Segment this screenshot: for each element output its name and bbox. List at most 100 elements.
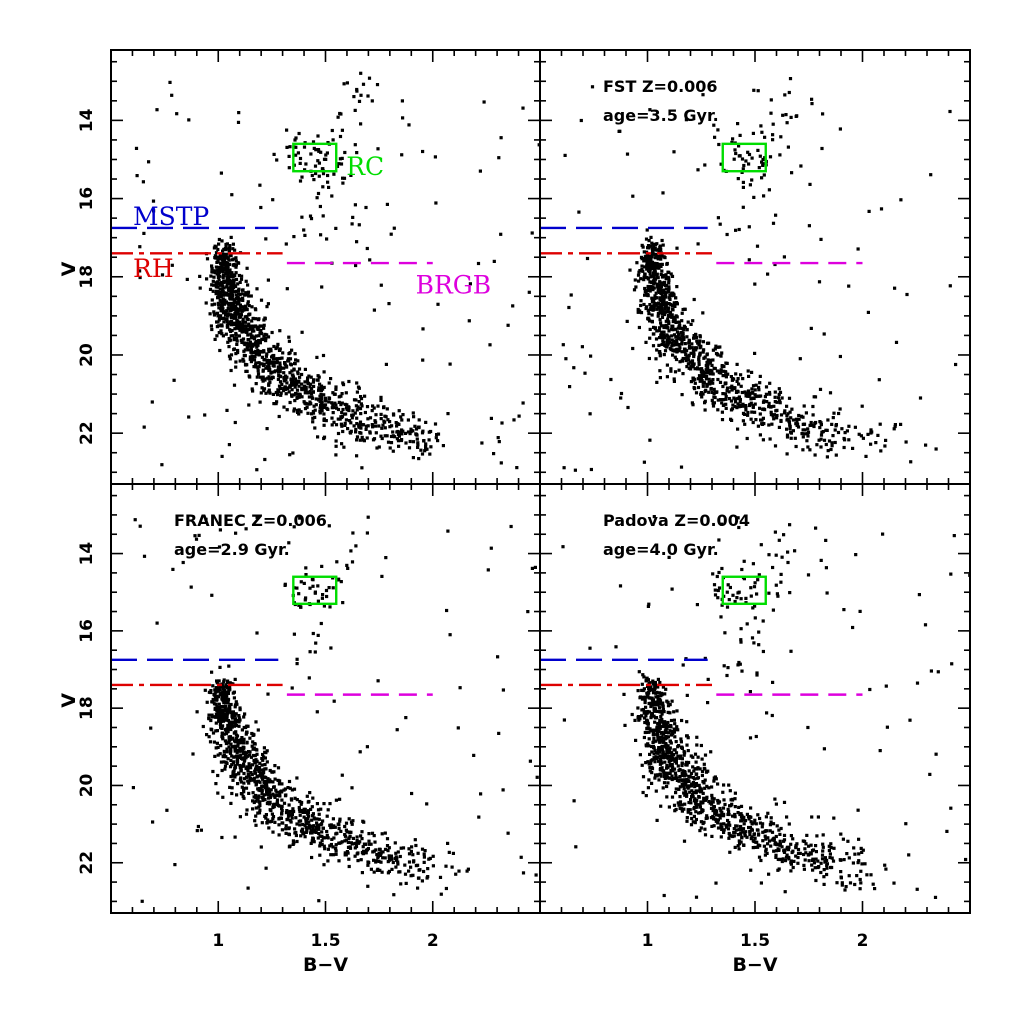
star-point xyxy=(676,764,680,768)
star-point xyxy=(217,318,221,322)
star-point xyxy=(645,228,649,232)
star-point xyxy=(263,798,267,802)
star-point xyxy=(219,309,223,313)
star-point xyxy=(355,839,359,843)
star-point xyxy=(770,838,774,842)
star-point xyxy=(718,222,722,226)
star-point xyxy=(729,399,734,403)
star-point xyxy=(257,334,261,338)
star-point xyxy=(667,336,671,340)
star-point xyxy=(267,780,271,784)
star-point xyxy=(232,383,237,387)
star-point xyxy=(232,316,236,320)
star-point xyxy=(304,385,308,389)
star-point xyxy=(258,331,262,335)
star-point xyxy=(716,826,721,830)
star-point xyxy=(779,572,783,576)
star-point xyxy=(394,865,398,869)
star-point xyxy=(392,413,396,417)
star-point xyxy=(239,780,243,784)
star-point xyxy=(653,268,657,272)
star-point xyxy=(230,295,234,299)
star-point xyxy=(407,847,411,851)
star-point xyxy=(670,274,675,278)
star-point xyxy=(215,334,219,338)
star-point xyxy=(235,322,239,326)
star-point xyxy=(308,826,312,830)
star-point xyxy=(659,272,663,277)
star-point xyxy=(742,404,746,408)
star-point xyxy=(706,363,710,367)
star-point xyxy=(681,334,685,338)
star-point xyxy=(331,391,335,395)
star-point xyxy=(224,701,228,705)
star-point xyxy=(762,844,766,848)
star-point xyxy=(216,773,220,778)
star-point xyxy=(330,128,334,133)
star-point xyxy=(826,418,830,422)
star-point xyxy=(273,777,277,781)
star-point xyxy=(893,424,897,429)
star-point xyxy=(196,824,200,829)
star-point xyxy=(337,841,341,845)
star-point xyxy=(756,424,760,428)
star-point xyxy=(746,369,750,373)
star-point xyxy=(227,275,231,279)
star-point xyxy=(786,417,790,421)
star-point xyxy=(250,744,254,748)
star-point xyxy=(718,380,723,384)
star-point xyxy=(175,112,179,116)
star-point xyxy=(754,418,758,422)
star-point xyxy=(311,837,315,841)
star-point xyxy=(655,272,659,276)
star-point xyxy=(204,517,208,521)
star-point xyxy=(667,755,671,759)
star-point xyxy=(774,853,778,857)
star-point xyxy=(654,296,658,300)
star-point xyxy=(231,778,235,782)
star-point xyxy=(671,349,675,353)
star-point xyxy=(321,185,325,189)
star-point xyxy=(407,123,411,127)
star-point xyxy=(314,830,318,834)
star-point xyxy=(210,728,214,732)
star-point xyxy=(674,296,678,300)
star-point xyxy=(707,341,711,345)
star-point xyxy=(318,841,322,845)
star-point xyxy=(639,299,643,303)
star-point xyxy=(228,785,232,789)
star-point xyxy=(699,374,703,378)
star-point xyxy=(246,767,250,771)
star-point xyxy=(280,828,284,832)
star-point xyxy=(689,365,693,369)
star-point xyxy=(233,835,237,839)
star-point xyxy=(229,235,233,239)
star-point xyxy=(399,882,403,886)
star-point xyxy=(375,83,380,87)
star-point xyxy=(367,842,371,846)
star-point xyxy=(662,781,667,785)
star-point xyxy=(242,715,246,719)
star-point xyxy=(722,364,726,369)
star-point xyxy=(315,355,319,359)
star-point xyxy=(203,688,207,692)
star-point xyxy=(573,468,577,472)
star-point xyxy=(727,836,731,840)
star-point xyxy=(671,319,675,324)
star-point xyxy=(262,389,266,393)
star-point xyxy=(801,422,805,426)
tick-marks xyxy=(540,50,970,484)
star-point xyxy=(229,801,233,805)
star-point xyxy=(401,846,406,850)
star-point xyxy=(210,267,214,271)
star-point xyxy=(225,711,229,715)
star-point xyxy=(251,807,255,811)
star-point xyxy=(664,283,668,288)
star-point xyxy=(217,292,221,296)
star-point xyxy=(691,765,695,769)
star-point xyxy=(679,465,684,469)
star-point xyxy=(215,681,219,685)
star-point xyxy=(433,155,437,159)
star-point xyxy=(330,416,334,420)
star-point xyxy=(386,440,391,444)
